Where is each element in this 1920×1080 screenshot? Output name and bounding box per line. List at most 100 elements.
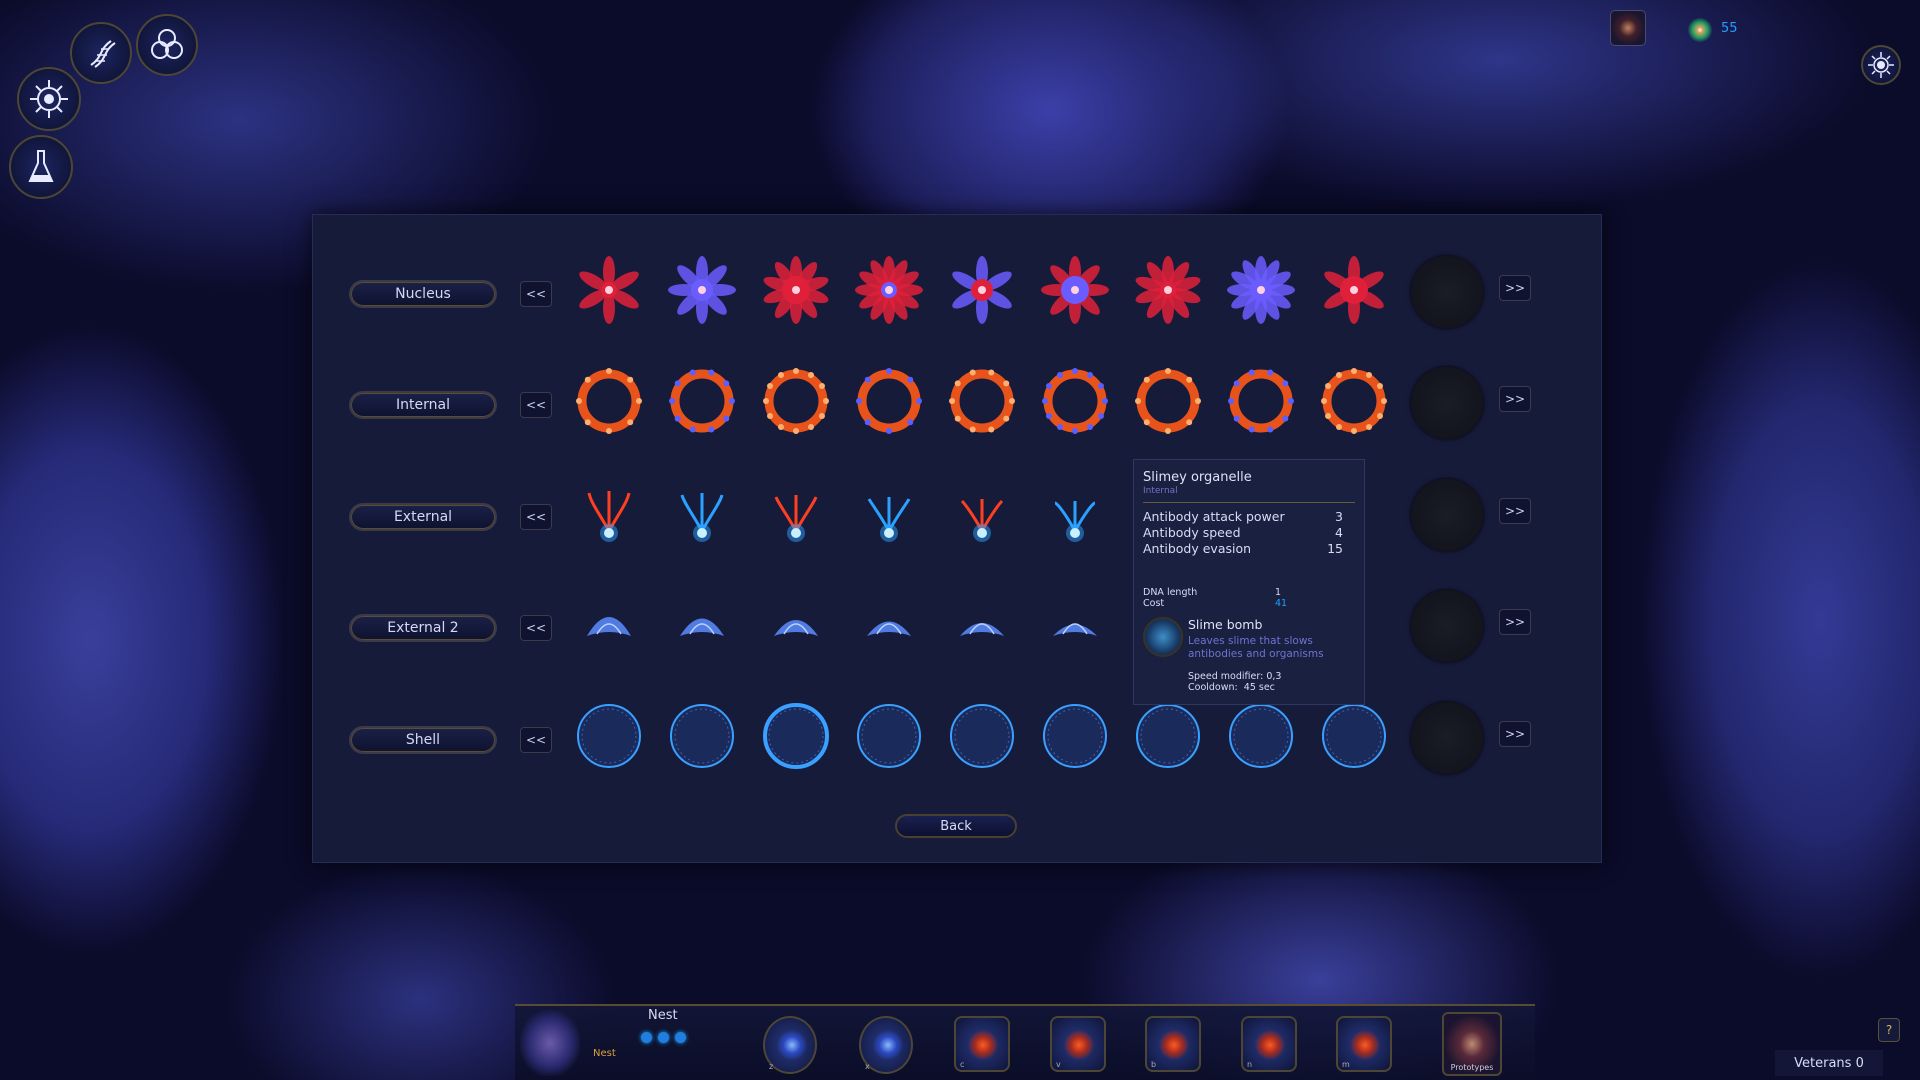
nucleus-3-icon[interactable]: [756, 250, 836, 330]
hotkey-c-button[interactable]: c: [954, 1016, 1010, 1072]
prev-page-button[interactable]: <<: [520, 504, 552, 530]
settings-button[interactable]: [1861, 45, 1901, 85]
row-label-external-2[interactable]: External 2: [349, 614, 497, 642]
internal-8-icon[interactable]: [1221, 361, 1301, 441]
prototypes-button[interactable]: Prototypes: [1442, 1012, 1502, 1076]
hotkey-b-button[interactable]: b: [1145, 1016, 1201, 1072]
shell-6-icon[interactable]: [1035, 696, 1115, 776]
internal-9-icon[interactable]: [1314, 361, 1394, 441]
next-page-button[interactable]: >>: [1499, 498, 1531, 524]
internal-4-icon[interactable]: [849, 361, 929, 441]
external2-4-icon[interactable]: [849, 584, 929, 664]
organism-shell-icon: [1159, 1030, 1189, 1060]
nucleus-5-icon[interactable]: [942, 250, 1022, 330]
resource-slot[interactable]: [1610, 10, 1646, 46]
hotkey-n-button[interactable]: n: [1241, 1016, 1297, 1072]
empty-slot[interactable]: [1411, 256, 1483, 328]
hotkey-label: n: [1247, 1060, 1253, 1069]
external-1-icon[interactable]: [569, 473, 649, 553]
nucleus-7-icon[interactable]: [1128, 250, 1208, 330]
next-page-button[interactable]: >>: [1499, 386, 1531, 412]
organelle-tooltip: Slimey organelle Internal Antibody attac…: [1133, 459, 1365, 705]
prev-page-button[interactable]: <<: [520, 281, 552, 307]
speed-modifier-label: Speed modifier:: [1188, 671, 1264, 682]
external2-6-icon[interactable]: [1035, 584, 1115, 664]
settings-icon: [1868, 52, 1894, 78]
nucleus-6-icon[interactable]: [1035, 250, 1115, 330]
row-label-nucleus[interactable]: Nucleus: [349, 280, 497, 308]
nest-dot: [658, 1032, 669, 1043]
next-page-button[interactable]: >>: [1499, 721, 1531, 747]
nest-dot: [641, 1032, 652, 1043]
shell-3-icon[interactable]: [756, 696, 836, 776]
shell-5-icon[interactable]: [942, 696, 1022, 776]
dna-button[interactable]: [70, 22, 132, 84]
nucleus-9-icon[interactable]: [1314, 250, 1394, 330]
next-page-button[interactable]: >>: [1499, 609, 1531, 635]
empty-slot[interactable]: [1411, 479, 1483, 551]
antibody-icon: [777, 1030, 807, 1060]
tooltip-category: Internal: [1143, 486, 1178, 496]
speed-modifier-value: 0,3: [1266, 671, 1282, 682]
empty-slot[interactable]: [1411, 702, 1483, 774]
hotkey-x-button[interactable]: x: [859, 1016, 913, 1074]
organism-button[interactable]: [136, 14, 198, 76]
empty-slot[interactable]: [1411, 367, 1483, 439]
shell-8-icon[interactable]: [1221, 696, 1301, 776]
ability-name: Slime bomb: [1188, 617, 1263, 632]
veterans-counter: Veterans 0: [1775, 1050, 1883, 1076]
external-2-icon[interactable]: [662, 473, 742, 553]
organism-external2-icon: [1350, 1030, 1380, 1060]
shell-9-icon[interactable]: [1314, 696, 1394, 776]
hotkey-z-button[interactable]: z: [763, 1016, 817, 1074]
nucleus-2-icon[interactable]: [662, 250, 742, 330]
lab-button[interactable]: [9, 135, 73, 199]
stat-label: Antibody evasion: [1143, 541, 1252, 556]
empty-slot[interactable]: [1411, 590, 1483, 662]
nucleus-1-icon[interactable]: [569, 250, 649, 330]
shell-2-icon[interactable]: [662, 696, 742, 776]
prev-page-button[interactable]: <<: [520, 615, 552, 641]
row-label-internal[interactable]: Internal: [349, 391, 497, 419]
shell-7-icon[interactable]: [1128, 696, 1208, 776]
tooltip-stat: Antibody attack power 3: [1143, 509, 1355, 525]
shell-1-icon[interactable]: [569, 696, 649, 776]
external-4-icon[interactable]: [849, 473, 929, 553]
internal-5-icon[interactable]: [942, 361, 1022, 441]
nest-dot: [675, 1032, 686, 1043]
external2-3-icon[interactable]: [756, 584, 836, 664]
external-6-icon[interactable]: [1035, 473, 1115, 553]
prev-page-button[interactable]: <<: [520, 392, 552, 418]
internal-2-icon[interactable]: [662, 361, 742, 441]
help-button[interactable]: ?: [1878, 1018, 1900, 1042]
row-label-shell[interactable]: Shell: [349, 726, 497, 754]
cost-label: Cost: [1143, 598, 1165, 609]
internal-6-icon[interactable]: [1035, 361, 1115, 441]
stat-value: 3: [1335, 509, 1343, 524]
dna-icon: [90, 40, 116, 68]
dna-length-label: DNA length: [1143, 587, 1198, 598]
cell-button[interactable]: [17, 67, 81, 131]
internal-7-icon[interactable]: [1128, 361, 1208, 441]
next-page-button[interactable]: >>: [1499, 275, 1531, 301]
external2-2-icon[interactable]: [662, 584, 742, 664]
hotkey-label: x: [865, 1062, 870, 1071]
cooldown-label: Cooldown:: [1188, 682, 1238, 693]
shell-4-icon[interactable]: [849, 696, 929, 776]
row-label-external[interactable]: External: [349, 503, 497, 531]
nucleus-8-icon[interactable]: [1221, 250, 1301, 330]
external-5-icon[interactable]: [942, 473, 1022, 553]
back-button[interactable]: Back: [895, 814, 1017, 838]
prev-page-button[interactable]: <<: [520, 727, 552, 753]
nest-dots: [641, 1032, 686, 1043]
hotkey-m-button[interactable]: m: [1336, 1016, 1392, 1072]
hotkey-v-button[interactable]: v: [1050, 1016, 1106, 1072]
external2-1-icon[interactable]: [569, 584, 649, 664]
hotkey-label: z: [769, 1062, 774, 1071]
internal-1-icon[interactable]: [569, 361, 649, 441]
internal-3-icon[interactable]: [756, 361, 836, 441]
nucleus-4-icon[interactable]: [849, 250, 929, 330]
external-3-icon[interactable]: [756, 473, 836, 553]
external2-5-icon[interactable]: [942, 584, 1022, 664]
nest-icon[interactable]: [520, 1010, 580, 1076]
